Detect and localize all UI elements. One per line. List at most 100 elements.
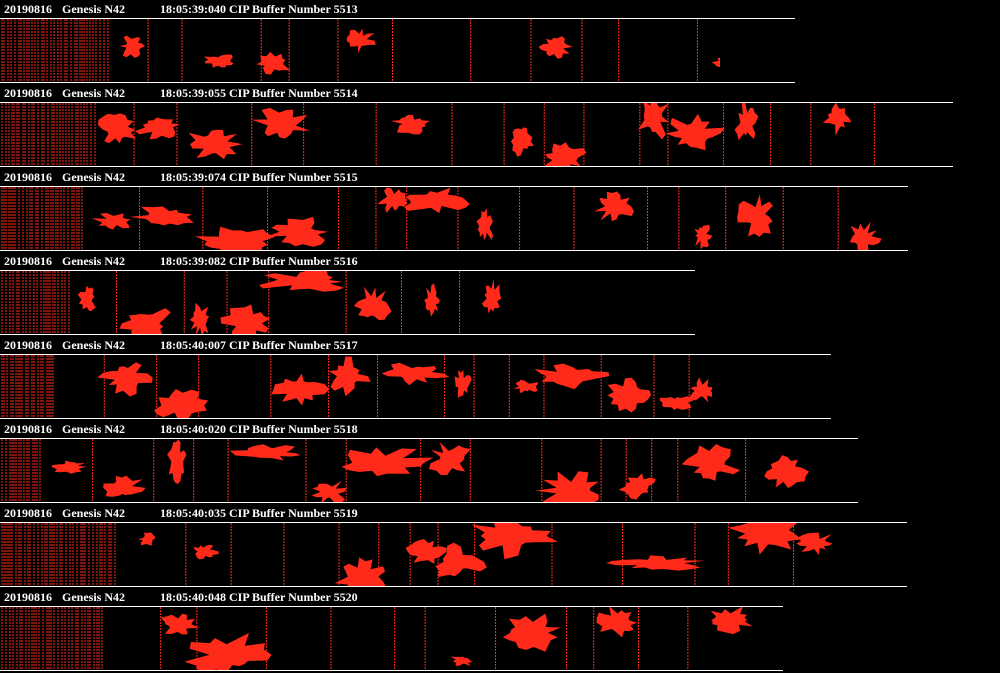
record-date: 20190816 [4,506,52,520]
separator-line [0,586,907,587]
particle-blob [404,187,470,214]
separator-line [0,334,695,335]
record-time: 18:05:39:074 [160,170,226,184]
particle-strip-svg [1,523,832,586]
record-date: 20190816 [4,2,52,16]
probe-name: Genesis N42 [62,338,125,352]
particle-blob [502,613,561,652]
particle-strip-svg [1,271,502,334]
particle-blob [734,103,759,141]
probe-name: Genesis N42 [62,422,125,436]
particle-blob [229,444,301,461]
particle-blob [659,396,694,410]
particle-blob [594,191,634,222]
separator-line [0,270,695,271]
separator-line [0,670,783,671]
separator-line [0,522,907,523]
particle-image-strip [0,439,818,502]
particle-blob [220,304,270,334]
particle-blob [381,362,450,386]
buffer-number: 5513 [333,2,358,16]
probe-name: Genesis N42 [62,506,125,520]
particle-blob [694,224,713,250]
record-date: 20190816 [4,422,52,436]
particle-image-strip [0,271,542,334]
record-time: 18:05:39:082 [160,254,226,268]
buffer-number: 5516 [333,254,358,268]
probe-name: Genesis N42 [62,2,125,16]
record-time: 18:05:40:048 [160,590,226,604]
particle-blob [167,439,187,484]
buffer-label: CIP Buffer Number [229,86,331,100]
particle-blob [544,142,587,166]
buffer-label: CIP Buffer Number [229,254,331,268]
particle-blob [435,542,487,578]
particle-blob [311,480,348,502]
separator-line [0,102,953,103]
particle-strip-svg [1,103,875,166]
probe-name: Genesis N42 [62,254,125,268]
particle-blob [476,208,494,240]
particle-strip-svg [1,439,809,502]
particle-image-strip [0,19,720,82]
particle-blob [328,356,371,397]
buffer-label: CIP Buffer Number [229,590,331,604]
particle-blob [665,113,725,151]
timestamp-line: 18:05:40:048 CIP Buffer Number 5520 [160,590,358,604]
timestamp-line: 18:05:40:007 CIP Buffer Number 5517 [160,338,358,352]
particle-blob [596,607,638,638]
particle-image-strip [0,355,712,418]
buffer-number: 5519 [333,506,358,520]
particle-blob [194,226,276,250]
particle-blob [606,555,705,571]
particle-blob [538,36,573,59]
particle-blob [119,308,171,334]
particle-blob [98,113,137,144]
record-time: 18:05:40:035 [160,506,226,520]
timestamp-line: 18:05:39:055 CIP Buffer Number 5514 [160,86,358,100]
probe-name: Genesis N42 [62,86,125,100]
particle-blob [334,557,386,586]
particle-blob [481,279,502,314]
separator-line [0,354,831,355]
buffer-record: 20190816 Genesis N42 18:05:39:055 CIP Buff… [0,84,1000,168]
particle-blob [711,57,720,68]
timestamp-line: 18:05:39:040 CIP Buffer Number 5513 [160,2,358,16]
particle-blob [511,127,534,157]
particle-blob [737,194,773,237]
buffer-number: 5517 [333,338,358,352]
particle-blob [77,285,96,312]
buffer-record: 20190816 Genesis N42 18:05:40:007 CIP Buff… [0,336,1000,420]
record-date: 20190816 [4,338,52,352]
particle-image-strip [0,103,905,166]
particle-blob [203,54,234,68]
timestamp-line: 18:05:39:082 CIP Buffer Number 5516 [160,254,358,268]
timestamp-line: 18:05:39:074 CIP Buffer Number 5515 [160,170,358,184]
particle-blob [256,52,291,75]
probe-name: Genesis N42 [62,590,125,604]
particle-blob [513,379,538,394]
particle-blob [259,271,345,292]
buffer-record: 20190816 Genesis N42 18:05:39:082 CIP Buff… [0,252,1000,336]
particle-image-strip [0,523,832,586]
particle-blob [764,455,809,488]
particle-strip-svg [1,607,753,670]
particle-blob [97,362,153,397]
particle-blob [193,544,219,560]
particle-blob [51,460,87,474]
buffer-number: 5514 [333,86,358,100]
particle-blob [184,632,272,670]
record-time: 18:05:40:020 [160,422,226,436]
particle-blob [607,377,651,413]
particle-blob [251,107,311,139]
record-date: 20190816 [4,590,52,604]
particle-blob [91,213,131,230]
particle-blob [681,444,741,481]
particle-blob [429,442,471,476]
particle-blob [265,216,328,247]
particle-blob [119,35,145,58]
particle-blob [390,114,430,135]
particle-blob [689,377,712,403]
particle-blob [471,523,559,560]
separator-line [0,166,953,167]
